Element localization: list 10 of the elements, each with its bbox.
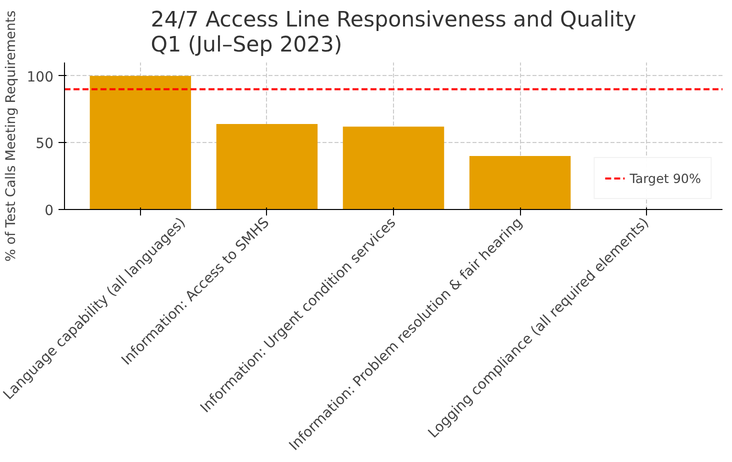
bar	[90, 76, 192, 210]
y-tick-label: 0	[44, 203, 54, 219]
chart-title: 24/7 Access Line Responsiveness and Quality Q1 (Jul–Sep 2023)	[150, 8, 636, 58]
bar	[216, 124, 318, 210]
bar	[342, 126, 444, 210]
y-axis-title: % of Test Calls Meeting Requirements	[4, 10, 19, 262]
bar	[469, 156, 571, 210]
y-tick-label: 50	[36, 136, 54, 152]
y-tick-label: 100	[26, 69, 54, 86]
legend-label: Target 90%	[630, 170, 701, 186]
